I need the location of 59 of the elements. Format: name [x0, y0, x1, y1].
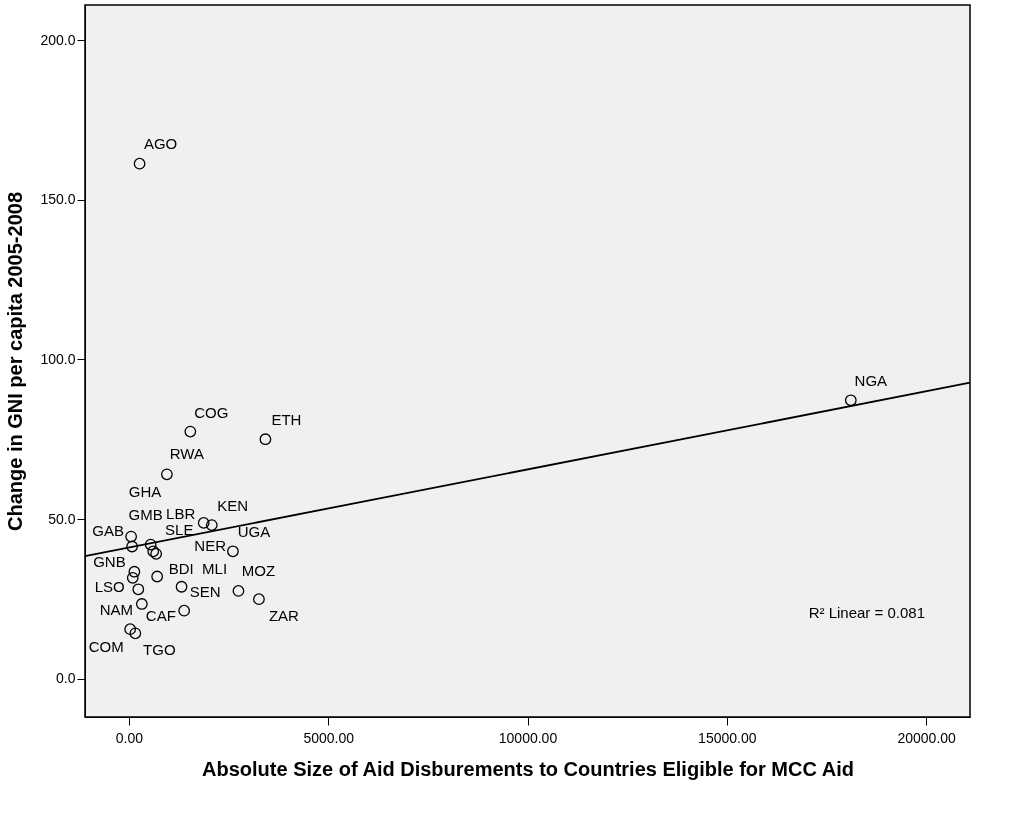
- point: [184, 425, 197, 438]
- annotation: ZAR: [268, 607, 300, 625]
- annotation: SLE: [165, 521, 194, 539]
- annotation: AGO: [143, 134, 178, 152]
- y-axis-title: Change in GNI per capita 2005-2008: [4, 191, 27, 532]
- point: [259, 433, 272, 446]
- annotation: GMB: [128, 505, 163, 523]
- annotation: CAF: [145, 606, 176, 624]
- annotation: KEN: [217, 497, 249, 515]
- point: [132, 583, 145, 596]
- annotation: NGA: [854, 372, 888, 390]
- y-tick-label: 150.0: [40, 191, 76, 208]
- x-tick-label: 10000.00: [498, 729, 558, 746]
- annotation: R² Linear = 0.081: [808, 604, 925, 621]
- y-tick-label: 0.0: [56, 670, 76, 687]
- point: [126, 540, 139, 553]
- y-tick-label: 200.0: [40, 31, 76, 48]
- point: [175, 580, 188, 593]
- point: [129, 627, 142, 640]
- x-tick-label: 20000.00: [897, 729, 957, 746]
- point: [197, 516, 210, 529]
- annotation: COG: [194, 403, 229, 421]
- annotation: RWA: [169, 445, 204, 463]
- annotation: UGA: [237, 523, 271, 541]
- annotation: GNB: [93, 552, 126, 570]
- annotation: GAB: [92, 521, 124, 539]
- annotation: ETH: [271, 411, 302, 429]
- annotation: TGO: [143, 641, 176, 659]
- point: [144, 538, 157, 551]
- annotation: LBR: [166, 504, 196, 522]
- point: [205, 519, 218, 531]
- point: [160, 468, 173, 481]
- annotation: GHA: [128, 482, 162, 500]
- annotation: SEN: [189, 582, 221, 600]
- point: [844, 394, 857, 407]
- annotation: NAM: [99, 601, 133, 619]
- point: [151, 570, 164, 583]
- point: [128, 565, 141, 578]
- point: [232, 585, 245, 597]
- x-tick-label: 15000.00: [698, 729, 757, 746]
- point: [227, 545, 239, 558]
- x-axis-title: Absolute Size of Aid Disburements to Countries Eligible for MCC Aid: [202, 757, 854, 780]
- y-tick-label: 50.0: [48, 510, 76, 527]
- annotation: MOZ: [241, 561, 276, 579]
- point: [253, 593, 265, 606]
- y-tick-label: 100.0: [40, 350, 76, 367]
- x-tick-label: 0.00: [115, 729, 144, 746]
- point: [178, 604, 191, 617]
- point: [126, 571, 139, 584]
- annotation: MLI: [202, 559, 228, 577]
- x-tick-label: 5000.00: [303, 729, 355, 746]
- annotation: BDI: [168, 559, 194, 577]
- annotation: COM: [88, 638, 124, 656]
- point: [124, 623, 137, 636]
- annotation: LSO: [94, 577, 125, 595]
- point: [133, 157, 146, 170]
- point: [135, 598, 148, 610]
- annotation: NER: [194, 536, 227, 554]
- point: [125, 530, 138, 543]
